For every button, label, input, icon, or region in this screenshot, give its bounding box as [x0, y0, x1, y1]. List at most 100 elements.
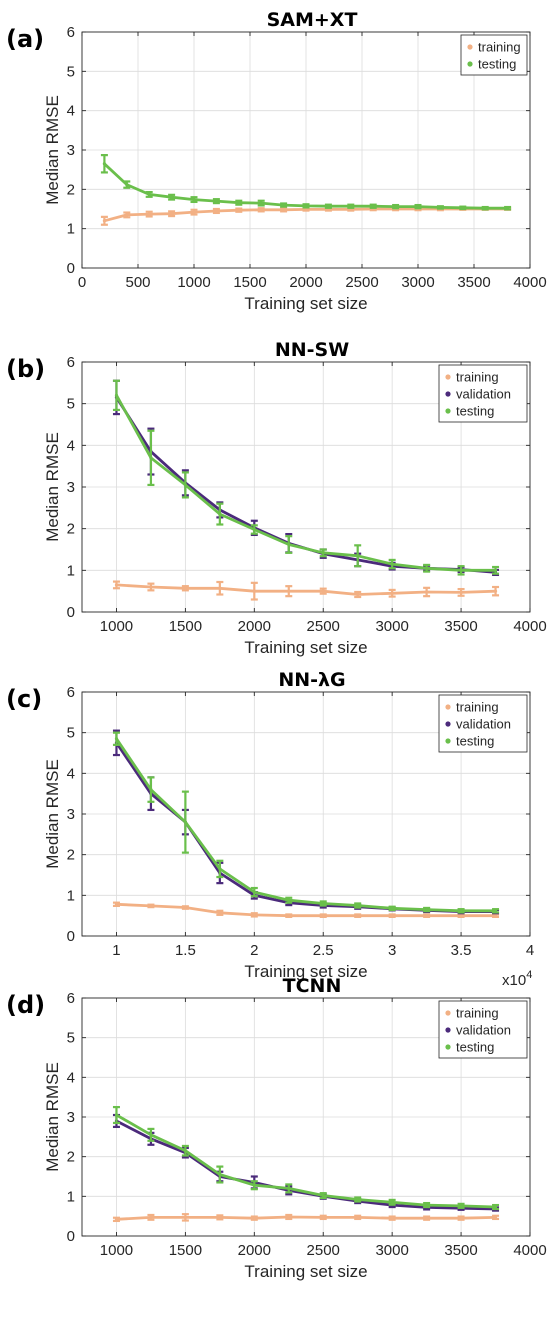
- x-tick-label: 2500: [307, 1242, 340, 1259]
- data-point: [149, 788, 153, 792]
- data-point: [237, 201, 241, 205]
- legend-box: [438, 694, 528, 753]
- legend-item-training: training: [445, 1006, 499, 1021]
- x-tick-label: 2500: [345, 274, 378, 291]
- legend-item-testing: testing: [467, 57, 516, 72]
- panel-letter: (a): [6, 25, 44, 53]
- x-tick-label: 1: [112, 942, 120, 959]
- data-point: [259, 208, 263, 212]
- x-exponent-power: 4: [526, 969, 532, 981]
- x-tick-label: 3: [388, 942, 396, 959]
- panel-title: NN-SW: [275, 339, 349, 361]
- data-point: [356, 1197, 360, 1202]
- x-tick-label: 4000: [513, 1242, 546, 1259]
- data-point: [252, 1216, 256, 1220]
- legend-marker: [467, 44, 473, 50]
- data-point: [493, 914, 498, 918]
- x-tick-label: 2.5: [313, 942, 334, 959]
- data-point: [183, 483, 187, 487]
- x-tick-label: 4000: [513, 274, 546, 291]
- data-point: [149, 1133, 153, 1137]
- data-point: [390, 1200, 394, 1204]
- x-exponent-base: x10: [502, 972, 526, 989]
- series-testing: [112, 1105, 500, 1211]
- series-training: [112, 901, 500, 918]
- legend-marker: [445, 391, 451, 397]
- legend-item-training: training: [445, 700, 499, 715]
- legend-item-validation: validation: [445, 387, 511, 402]
- panel-2: 1000 1500 2000 2500 3000 3500 4000 0 1 2 3 4 5 6 Train…: [6, 339, 547, 657]
- x-tick-label: 2000: [238, 1242, 271, 1259]
- data-point: [390, 914, 394, 918]
- data-point: [114, 902, 119, 906]
- panel-title: NN-λG: [278, 669, 345, 691]
- y-tick-label: 0: [67, 1228, 75, 1245]
- data-point: [425, 914, 429, 918]
- x-tick-label: 1.5: [175, 942, 196, 959]
- legend-marker: [445, 738, 451, 744]
- legend: training testing: [460, 34, 528, 76]
- legend-box: [460, 34, 528, 76]
- data-point: [114, 1217, 119, 1221]
- data-point: [321, 1215, 325, 1219]
- x-tick-label: 2000: [289, 274, 322, 291]
- legend: training validation testing: [438, 1000, 528, 1059]
- data-point: [493, 909, 498, 913]
- y-tick-label: 1: [67, 562, 75, 579]
- data-point: [459, 590, 463, 595]
- legend-label: training: [456, 700, 499, 715]
- y-tick-label: 3: [67, 142, 75, 159]
- legend-marker: [445, 408, 451, 414]
- data-point: [149, 585, 153, 589]
- x-tick-label: 4: [526, 942, 534, 959]
- y-axis-label: Median RMSE: [43, 759, 62, 869]
- x-tick-label: 3500: [457, 274, 490, 291]
- data-point: [102, 162, 106, 166]
- y-axis-label: Median RMSE: [43, 432, 62, 542]
- data-point: [170, 195, 174, 199]
- data-point: [114, 737, 119, 741]
- x-tick-label: 0: [78, 274, 86, 291]
- y-tick-label: 2: [67, 521, 75, 538]
- x-axis-label: Training set size: [244, 294, 367, 313]
- data-point: [149, 456, 153, 460]
- data-point: [147, 212, 151, 216]
- data-point: [287, 898, 291, 902]
- legend-label: training: [456, 370, 499, 385]
- data-point: [183, 820, 187, 824]
- y-tick-label: 0: [67, 260, 75, 277]
- data-point: [192, 210, 196, 214]
- data-point: [425, 907, 429, 912]
- data-point: [321, 901, 325, 906]
- legend-label: training: [478, 40, 521, 55]
- data-point: [287, 542, 291, 547]
- data-point: [218, 1172, 222, 1177]
- y-tick-label: 3: [67, 1109, 75, 1126]
- panel-title: SAM+XT: [267, 9, 358, 31]
- data-point: [218, 512, 222, 516]
- data-point: [170, 212, 174, 216]
- legend-label: testing: [456, 404, 494, 419]
- legend-item-testing: testing: [445, 734, 494, 749]
- data-point: [192, 197, 196, 202]
- legend-marker: [445, 374, 451, 380]
- legend: training validation testing: [438, 364, 528, 423]
- data-point: [114, 393, 119, 397]
- data-point: [493, 1215, 498, 1219]
- data-point: [214, 209, 218, 213]
- y-tick-label: 5: [67, 396, 75, 413]
- y-tick-label: 5: [67, 1030, 75, 1047]
- x-tick-label: 1000: [100, 618, 133, 635]
- panel-letter: (b): [6, 355, 45, 383]
- data-point: [237, 208, 241, 212]
- data-point: [349, 204, 353, 208]
- x-tick-label: 2: [250, 942, 258, 959]
- legend-label: validation: [456, 387, 511, 402]
- series-testing: [112, 379, 500, 576]
- data-point: [252, 913, 256, 917]
- panel-letter: (c): [6, 685, 42, 713]
- data-point: [321, 914, 325, 918]
- x-tick-label: 1500: [169, 618, 202, 635]
- data-point: [218, 911, 222, 915]
